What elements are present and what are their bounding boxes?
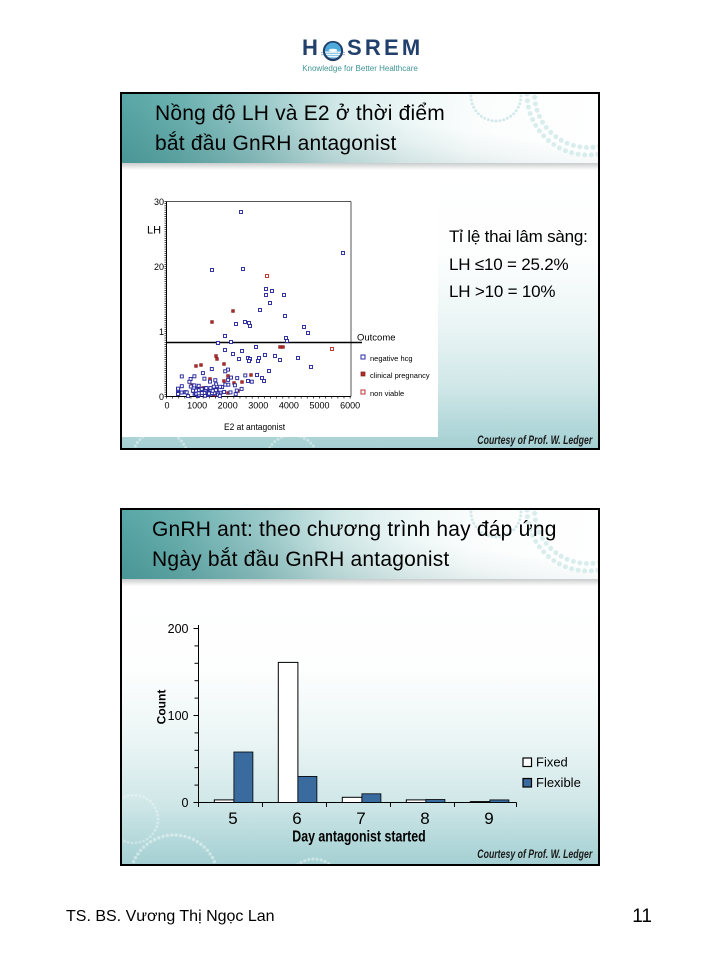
svg-text:200: 200: [168, 622, 189, 636]
svg-text:non viable: non viable: [370, 389, 404, 398]
svg-text:4000: 4000: [279, 401, 299, 411]
svg-text:7: 7: [356, 809, 365, 828]
svg-text:1000: 1000: [187, 401, 207, 411]
svg-text:5000: 5000: [309, 401, 329, 411]
svg-text:8: 8: [420, 809, 429, 828]
svg-text:6: 6: [292, 809, 301, 828]
svg-text:negative hcg: negative hcg: [370, 354, 413, 363]
svg-text:6000: 6000: [340, 401, 360, 411]
svg-text:Day antagonist started: Day antagonist started: [292, 827, 425, 845]
svg-text:Outcome: Outcome: [357, 333, 396, 344]
svg-text:Fixed: Fixed: [536, 755, 568, 770]
svg-text:30: 30: [154, 197, 164, 207]
svg-text:2000: 2000: [218, 401, 238, 411]
svg-text:0: 0: [164, 401, 169, 411]
svg-text:Count: Count: [155, 690, 169, 725]
svg-text:E2 at antagonist: E2 at antagonist: [224, 422, 286, 432]
svg-text:0: 0: [182, 796, 189, 810]
svg-text:5: 5: [228, 809, 237, 828]
svg-text:100: 100: [168, 709, 189, 723]
svg-text:9: 9: [484, 809, 493, 828]
svg-text:20: 20: [154, 262, 164, 272]
svg-text:Flexible: Flexible: [536, 775, 581, 790]
svg-text:LH: LH: [147, 225, 161, 237]
svg-text:3000: 3000: [248, 401, 268, 411]
svg-text:clinical pregnancy: clinical pregnancy: [370, 371, 430, 380]
svg-text:0: 0: [159, 392, 164, 402]
svg-text:1: 1: [159, 327, 164, 337]
